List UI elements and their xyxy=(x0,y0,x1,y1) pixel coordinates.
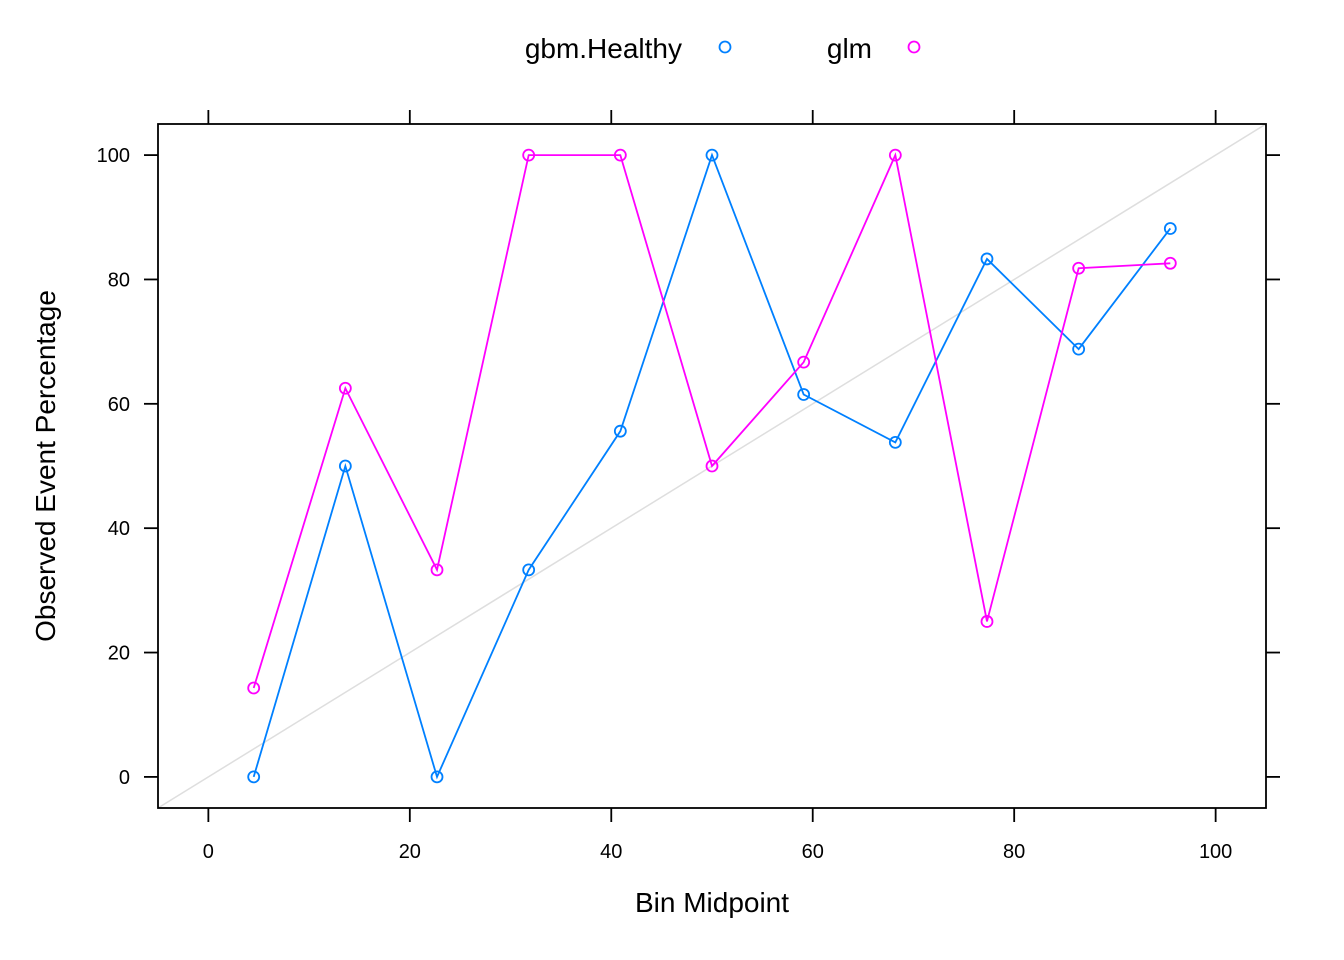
x-tick-label-60: 60 xyxy=(802,841,824,863)
data-point-glm-0 xyxy=(247,681,261,695)
x-tick-label-0: 0 xyxy=(203,841,214,863)
plot-frame xyxy=(157,123,1267,809)
data-point-glm-2 xyxy=(430,563,444,577)
data-point-gbm-Healthy-7 xyxy=(888,435,902,449)
data-point-glm-8 xyxy=(980,615,994,628)
data-point-glm-5 xyxy=(705,459,719,473)
data-point-gbm-Healthy-0 xyxy=(247,770,261,784)
y-tick-label-40: 40 xyxy=(108,518,130,540)
y-tick-label-100: 100 xyxy=(97,145,130,167)
x-tick-label-20: 20 xyxy=(399,841,421,863)
data-point-glm-4 xyxy=(613,148,627,162)
data-point-gbm-Healthy-8 xyxy=(980,252,994,266)
data-point-glm-6 xyxy=(797,355,811,369)
data-point-glm-3 xyxy=(522,148,536,162)
data-point-gbm-Healthy-5 xyxy=(705,148,719,162)
legend-label-gbm-Healthy: gbm.Healthy xyxy=(525,33,682,64)
axes: 0 20 40 60 80 100 0 20 40 60 80 100 xyxy=(97,110,1280,863)
x-tick-label-40: 40 xyxy=(600,841,622,863)
legend: gbm.Healthy glm xyxy=(525,33,921,64)
data-point-gbm-Healthy-10 xyxy=(1163,222,1177,235)
plot-area xyxy=(157,123,1267,809)
data-point-glm-7 xyxy=(888,148,902,162)
legend-marker-glm xyxy=(907,40,921,54)
x-tick-label-80: 80 xyxy=(1003,841,1025,863)
data-point-glm-9 xyxy=(1072,261,1086,275)
y-tick-label-80: 80 xyxy=(108,269,130,291)
x-axis-title: Bin Midpoint xyxy=(635,887,789,918)
y-tick-label-20: 20 xyxy=(108,643,130,665)
data-point-gbm-Healthy-6 xyxy=(797,388,811,401)
y-axis-title: Observed Event Percentage xyxy=(30,290,61,642)
data-point-glm-10 xyxy=(1163,256,1177,270)
y-tick-label-60: 60 xyxy=(108,394,130,416)
data-point-gbm-Healthy-1 xyxy=(338,459,352,473)
data-point-gbm-Healthy-2 xyxy=(430,770,444,784)
legend-label-glm: glm xyxy=(827,33,872,64)
x-tick-label-100: 100 xyxy=(1199,841,1232,863)
series-line-glm xyxy=(252,152,1171,689)
y-tick-label-0: 0 xyxy=(119,767,130,789)
series-line-gbm-Healthy xyxy=(252,152,1172,780)
data-point-gbm-Healthy-4 xyxy=(613,424,627,438)
legend-marker-gbm-Healthy xyxy=(718,40,732,54)
data-point-gbm-Healthy-9 xyxy=(1072,342,1086,356)
data-point-gbm-Healthy-3 xyxy=(522,563,536,577)
data-point-glm-1 xyxy=(338,381,352,395)
